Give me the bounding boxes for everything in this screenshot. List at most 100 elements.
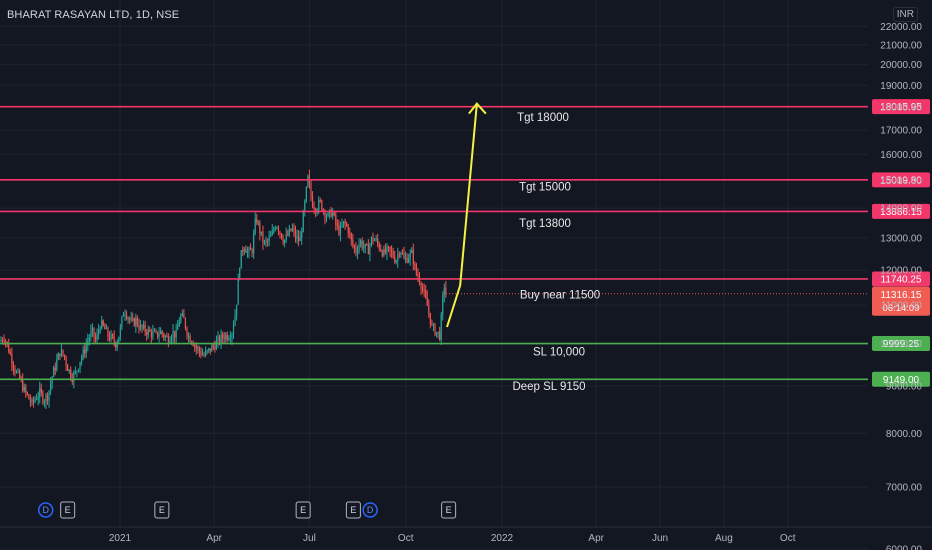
candle-body xyxy=(40,388,42,393)
x-tick-label: 2021 xyxy=(109,533,132,544)
level-value-label: 11740.25 xyxy=(881,274,922,285)
candle-body xyxy=(3,340,5,342)
candle-body xyxy=(170,336,173,341)
candle-body xyxy=(146,331,148,335)
candle-body xyxy=(62,349,64,355)
candle-body xyxy=(392,251,394,258)
candle-body xyxy=(50,383,52,391)
candle-body xyxy=(112,334,114,337)
candle-body xyxy=(225,334,227,339)
candle-body xyxy=(99,328,101,331)
candle-body xyxy=(259,222,261,234)
candle-body xyxy=(318,200,320,211)
level-value-label: 18015.95 xyxy=(880,102,922,113)
level-badge xyxy=(872,99,930,115)
y-tick-label: 22000.00 xyxy=(880,22,922,33)
earnings-marker-label: E xyxy=(159,505,165,515)
y-tick-label: 7000.00 xyxy=(886,483,923,494)
candle-body xyxy=(341,225,343,227)
candle-body xyxy=(141,325,143,328)
level-badge xyxy=(872,203,930,219)
candle-body xyxy=(395,260,397,263)
candle-body xyxy=(88,337,90,341)
candle-body xyxy=(370,237,373,245)
last-price-badge xyxy=(872,286,930,316)
candle-body xyxy=(372,237,374,241)
candle-body xyxy=(121,316,123,328)
candle-body xyxy=(8,343,10,353)
candle-body xyxy=(373,240,376,242)
y-tick-label: 21000.00 xyxy=(880,41,922,52)
y-tick-label: 10000.00 xyxy=(880,339,922,350)
candle-body xyxy=(356,250,359,253)
candle-body xyxy=(330,209,332,217)
candle-body xyxy=(211,345,213,352)
candle-body xyxy=(425,290,427,298)
candle-body xyxy=(135,317,137,326)
candle-body xyxy=(118,336,120,343)
candle-body xyxy=(245,248,247,253)
candle-body xyxy=(321,200,323,211)
candle-body xyxy=(361,240,363,248)
candle-body xyxy=(76,371,78,373)
candle-body xyxy=(167,336,169,344)
candle-body xyxy=(404,257,407,259)
annotation-text: SL 10,000 xyxy=(533,347,585,359)
candle-body xyxy=(15,371,18,373)
candle-body xyxy=(249,248,252,251)
candle-body xyxy=(386,246,388,253)
candle-body xyxy=(274,228,276,230)
candle-body xyxy=(239,268,241,279)
x-tick-label: 2022 xyxy=(491,533,514,544)
candle-body xyxy=(113,336,115,343)
earnings-marker xyxy=(154,501,170,519)
candle-body xyxy=(63,354,66,358)
candle-body xyxy=(420,283,422,289)
level-badge xyxy=(872,172,930,188)
candle-body xyxy=(428,305,430,313)
candle-body xyxy=(391,250,393,252)
candle-body xyxy=(290,228,292,231)
candle-body xyxy=(268,236,270,241)
candle-body xyxy=(304,201,306,212)
earnings-marker xyxy=(345,501,361,519)
earnings-marker xyxy=(295,501,311,519)
candle-body xyxy=(26,392,28,395)
candle-body xyxy=(156,331,159,337)
candle-body xyxy=(17,371,19,373)
candle-body xyxy=(59,353,61,357)
candle-body xyxy=(397,254,399,261)
candle-body xyxy=(271,231,273,235)
candle-body xyxy=(242,250,244,252)
candle-body xyxy=(414,264,416,266)
candle-body xyxy=(203,354,205,356)
candle-body xyxy=(302,211,304,233)
candle-body xyxy=(293,228,295,231)
earnings-marker-label: E xyxy=(300,505,306,515)
x-tick-label: Jul xyxy=(303,533,316,544)
candle-body xyxy=(81,357,83,362)
price-axis[interactable]: 22000.00 21000.00 20000.00 19000.00 18000.00… xyxy=(880,22,922,550)
time-axis[interactable]: 2021 Apr Jul Oct 2022 Apr Jun Aug Oct xyxy=(109,533,796,544)
x-tick-label: Oct xyxy=(780,533,796,544)
candle-body xyxy=(187,335,190,337)
y-tick-label: 9000.00 xyxy=(886,381,923,392)
candle-body xyxy=(46,394,49,401)
candle-body xyxy=(160,331,162,335)
y-tick-label: 18000.00 xyxy=(880,103,922,114)
candle-body xyxy=(166,336,168,338)
dividend-marker-label: D xyxy=(42,505,49,515)
currency-label[interactable]: INR xyxy=(892,7,918,22)
candle-body xyxy=(347,226,349,234)
candle-body xyxy=(280,233,283,239)
candle-body xyxy=(104,325,106,330)
candle-body xyxy=(333,212,335,216)
candle-body xyxy=(194,345,196,347)
candle-body xyxy=(42,392,44,403)
candle-body xyxy=(22,379,24,391)
annotations: Tgt 18000 Tgt 15000 Tgt 13800 Buy near 1150… xyxy=(512,112,600,393)
candle-body xyxy=(319,200,321,202)
candle-body xyxy=(443,287,445,296)
